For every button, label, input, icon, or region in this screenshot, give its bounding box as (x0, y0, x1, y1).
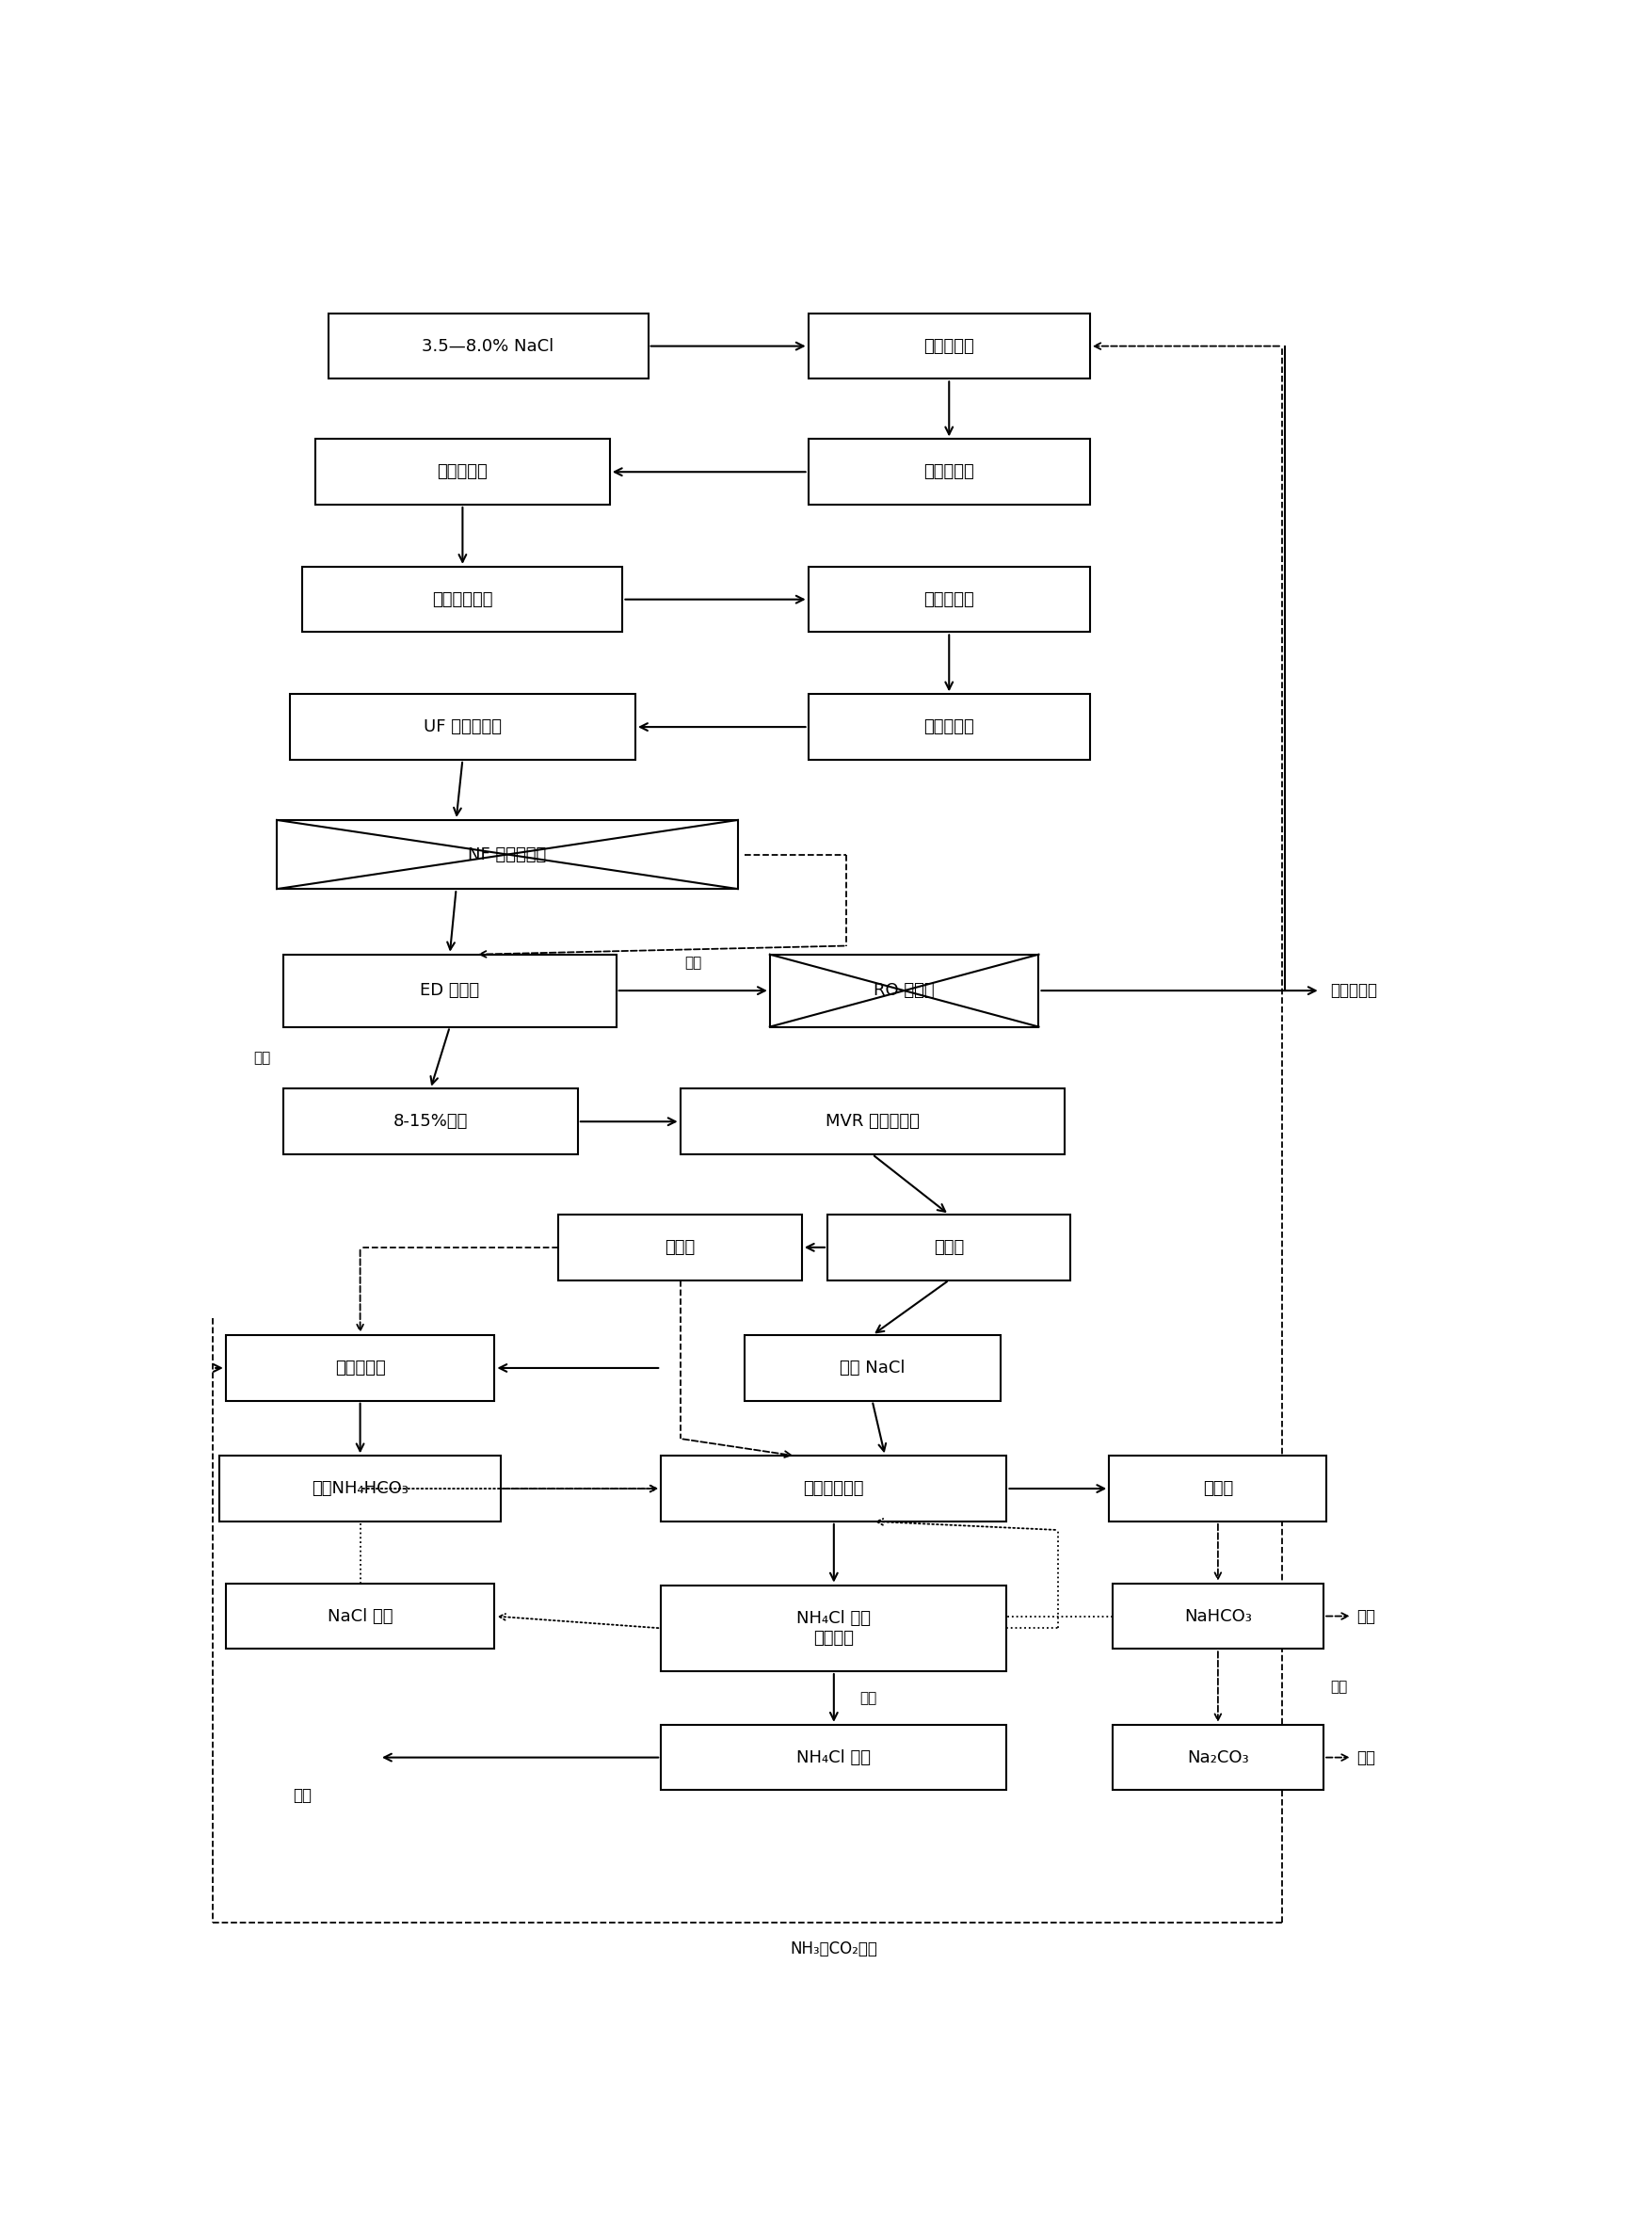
Bar (808, 313, 1090, 378)
Bar (316, 439, 610, 504)
Bar (226, 1585, 494, 1649)
Text: 冷析: 冷析 (859, 1692, 877, 1705)
Bar (302, 566, 623, 631)
Text: 混凝沉淤器: 混凝沉淤器 (438, 463, 487, 481)
Text: 回用: 回用 (1356, 1748, 1374, 1766)
Text: 净化水回用: 净化水回用 (1330, 982, 1378, 998)
Text: NH₃、CO₂废气: NH₃、CO₂废气 (790, 1940, 877, 1958)
Text: 吸油纤维过滤: 吸油纤维过滤 (433, 591, 492, 609)
Bar (220, 1457, 501, 1522)
Text: 成品: 成品 (292, 1786, 312, 1804)
Bar (808, 566, 1090, 631)
Text: 多介质过滤: 多介质过滤 (923, 591, 975, 609)
Bar (743, 1336, 1001, 1401)
Bar (284, 953, 616, 1027)
Bar (282, 1090, 578, 1155)
Bar (1108, 1457, 1327, 1522)
Text: 粉状 NaCl: 粉状 NaCl (839, 1358, 905, 1376)
Text: 回用: 回用 (1356, 1607, 1374, 1625)
Text: 8-15%浓液: 8-15%浓液 (393, 1112, 468, 1130)
Bar (558, 1215, 801, 1280)
Bar (681, 1090, 1064, 1155)
Bar (828, 1215, 1070, 1280)
Text: 煅烧: 煅烧 (1330, 1681, 1346, 1694)
Text: MVR 或多效證发: MVR 或多效證发 (826, 1112, 919, 1130)
Text: 母液罐: 母液罐 (666, 1240, 695, 1256)
Text: 电絮凝除油: 电絮凝除油 (923, 463, 975, 481)
Text: Na₂CO₃: Na₂CO₃ (1188, 1748, 1249, 1766)
Bar (226, 1336, 494, 1401)
Text: 废气吸收塔: 废气吸收塔 (335, 1358, 385, 1376)
Text: NH₄Cl 结晶: NH₄Cl 结晶 (796, 1748, 871, 1766)
Text: 中和调节池: 中和调节池 (923, 338, 975, 354)
Bar (1112, 1725, 1323, 1790)
Bar (278, 819, 738, 888)
Bar (770, 953, 1039, 1027)
Bar (661, 1585, 1006, 1672)
Text: UF 超滤膜装置: UF 超滤膜装置 (423, 718, 502, 736)
Text: 结晶器: 结晶器 (933, 1240, 965, 1256)
Text: 淡液: 淡液 (684, 956, 702, 969)
Text: 活性炭过滤: 活性炭过滤 (923, 718, 975, 736)
Text: 浓液: 浓液 (253, 1052, 271, 1065)
Text: 固体NH₄HCO₃: 固体NH₄HCO₃ (312, 1479, 408, 1497)
Text: 过滤机: 过滤机 (1203, 1479, 1232, 1497)
Text: NaCl 结晶: NaCl 结晶 (327, 1607, 393, 1625)
Bar (329, 313, 648, 378)
Text: NH₄Cl 母液
蜂发浓缩: NH₄Cl 母液 蜂发浓缩 (796, 1609, 871, 1647)
Text: 3.5—8.0% NaCl: 3.5—8.0% NaCl (423, 338, 553, 354)
Text: NF 纳滤膜装置: NF 纳滤膜装置 (468, 846, 547, 864)
Bar (661, 1457, 1006, 1522)
Bar (808, 439, 1090, 504)
Bar (661, 1725, 1006, 1790)
Text: ED 电渗析: ED 电渗析 (420, 982, 479, 998)
Bar (289, 694, 636, 759)
Text: NaHCO₃: NaHCO₃ (1184, 1607, 1252, 1625)
Bar (808, 694, 1090, 759)
Text: 锄钓盐转化釜: 锄钓盐转化釜 (803, 1479, 864, 1497)
Bar (1112, 1585, 1323, 1649)
Text: RO 反渗透: RO 反渗透 (874, 982, 935, 998)
